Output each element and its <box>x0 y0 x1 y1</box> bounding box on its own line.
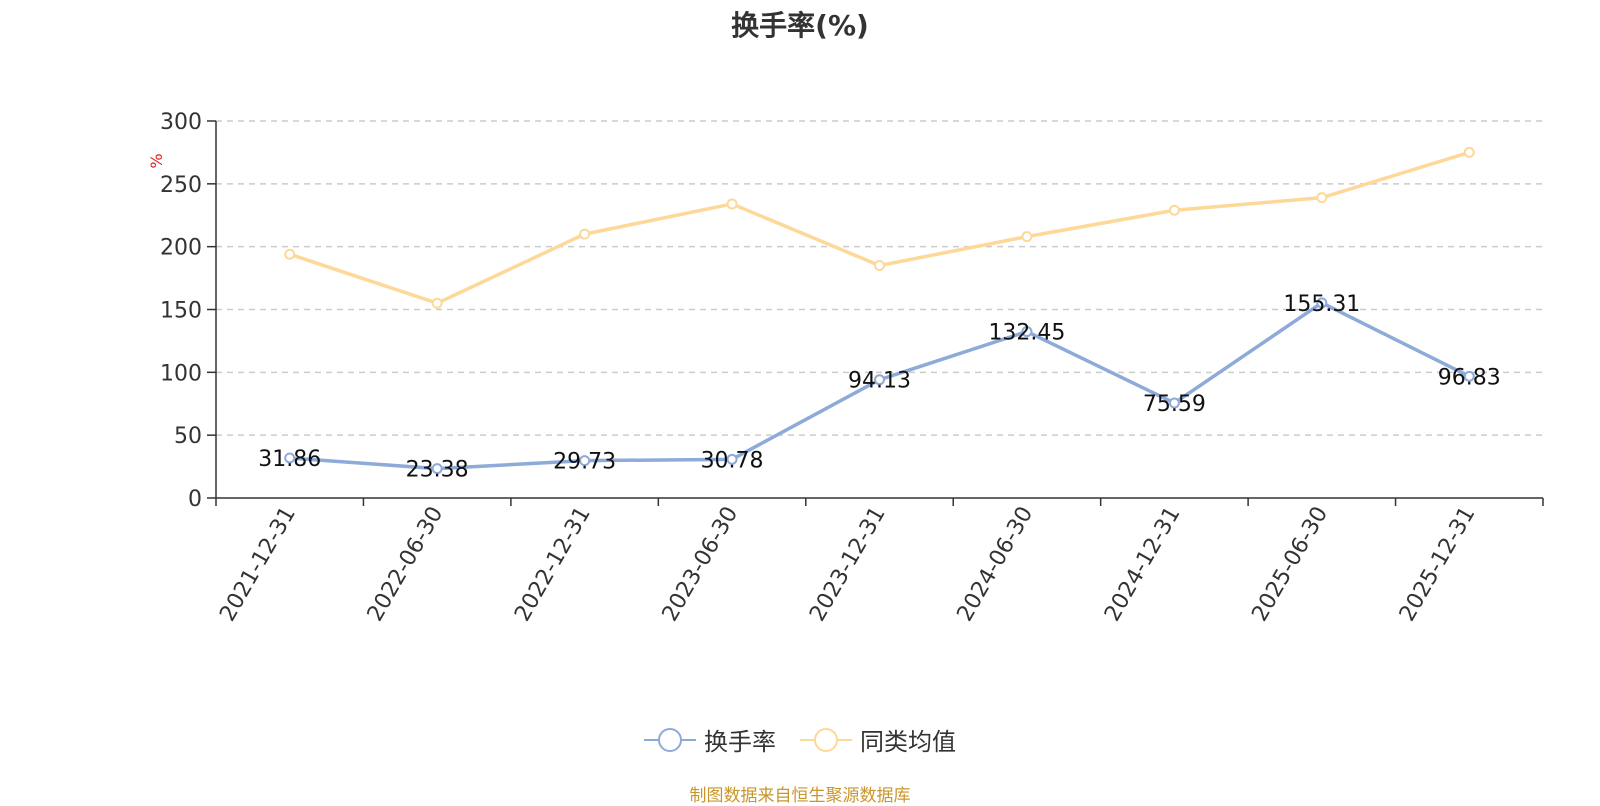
data-point <box>874 374 885 386</box>
data-label: 29.73 <box>553 450 616 475</box>
data-point <box>1168 397 1180 409</box>
y-axis-label: % <box>147 153 166 168</box>
source-note: 制图数据来自恒生聚源数据库 <box>689 786 911 806</box>
x-tick-label: 2023-12-31 <box>805 503 891 626</box>
data-point <box>874 260 885 272</box>
y-tick-label: 300 <box>160 110 202 135</box>
y-tick-label: 100 <box>160 361 202 386</box>
y-tick-label: 200 <box>160 236 202 261</box>
grid-lines <box>216 120 1543 436</box>
legend-label: 换手率 <box>704 728 776 756</box>
legend-item[interactable]: 同类均值 <box>800 722 956 757</box>
legend-marker-icon <box>644 727 696 752</box>
data-point <box>1316 192 1328 204</box>
legend-label: 同类均值 <box>860 728 956 756</box>
data-label: 30.78 <box>701 448 764 473</box>
series-lines <box>284 146 1475 475</box>
y-tick-label: 0 <box>188 487 202 512</box>
data-label: 132.45 <box>988 321 1065 346</box>
data-point <box>431 463 443 475</box>
data-point <box>579 455 591 467</box>
x-tick-label: 2023-06-30 <box>658 503 744 626</box>
x-tick-label: 2022-06-30 <box>363 503 449 626</box>
y-tick-label: 50 <box>174 424 202 449</box>
data-point <box>431 297 443 309</box>
y-tick-label: 250 <box>160 173 202 198</box>
x-tick-label: 2021-12-31 <box>215 503 301 626</box>
data-point <box>1021 231 1033 243</box>
x-tick-label: 2024-12-31 <box>1100 503 1186 626</box>
x-tick-label: 2022-12-31 <box>510 503 596 626</box>
data-point <box>726 453 738 465</box>
data-label: 96.83 <box>1438 365 1501 390</box>
data-label: 31.86 <box>258 447 321 472</box>
data-point <box>726 198 738 210</box>
data-labels: 31.86 23.38 29.73 30.78 94.13 132.45 75.59 155.… <box>258 292 1501 483</box>
data-point <box>1168 204 1180 216</box>
legend: 换手率 同类均值 <box>0 722 1600 757</box>
data-point <box>1316 297 1328 309</box>
legend-item[interactable]: 换手率 <box>644 722 776 757</box>
data-point <box>284 452 296 464</box>
axes: 0 50 100 150 200 250 300% 2021-12-31 2022-06-30 2… <box>147 110 1544 626</box>
data-point <box>284 248 296 260</box>
chart-title: 换手率(%) <box>731 9 869 42</box>
data-point <box>1021 326 1033 338</box>
series-line <box>289 150 1470 305</box>
y-tick-label: 150 <box>160 299 202 324</box>
x-tick-label: 2025-06-30 <box>1247 503 1333 626</box>
legend-marker-icon <box>800 727 852 752</box>
x-tick-label: 2025-12-31 <box>1395 503 1481 626</box>
data-label: 155.31 <box>1283 292 1360 317</box>
data-point <box>579 228 591 240</box>
data-label: 94.13 <box>848 369 911 394</box>
data-label: 23.38 <box>406 458 469 483</box>
data-point <box>1463 370 1475 382</box>
x-tick-label: 2024-06-30 <box>953 503 1039 626</box>
data-label: 75.59 <box>1143 392 1206 417</box>
data-point <box>1463 146 1475 158</box>
